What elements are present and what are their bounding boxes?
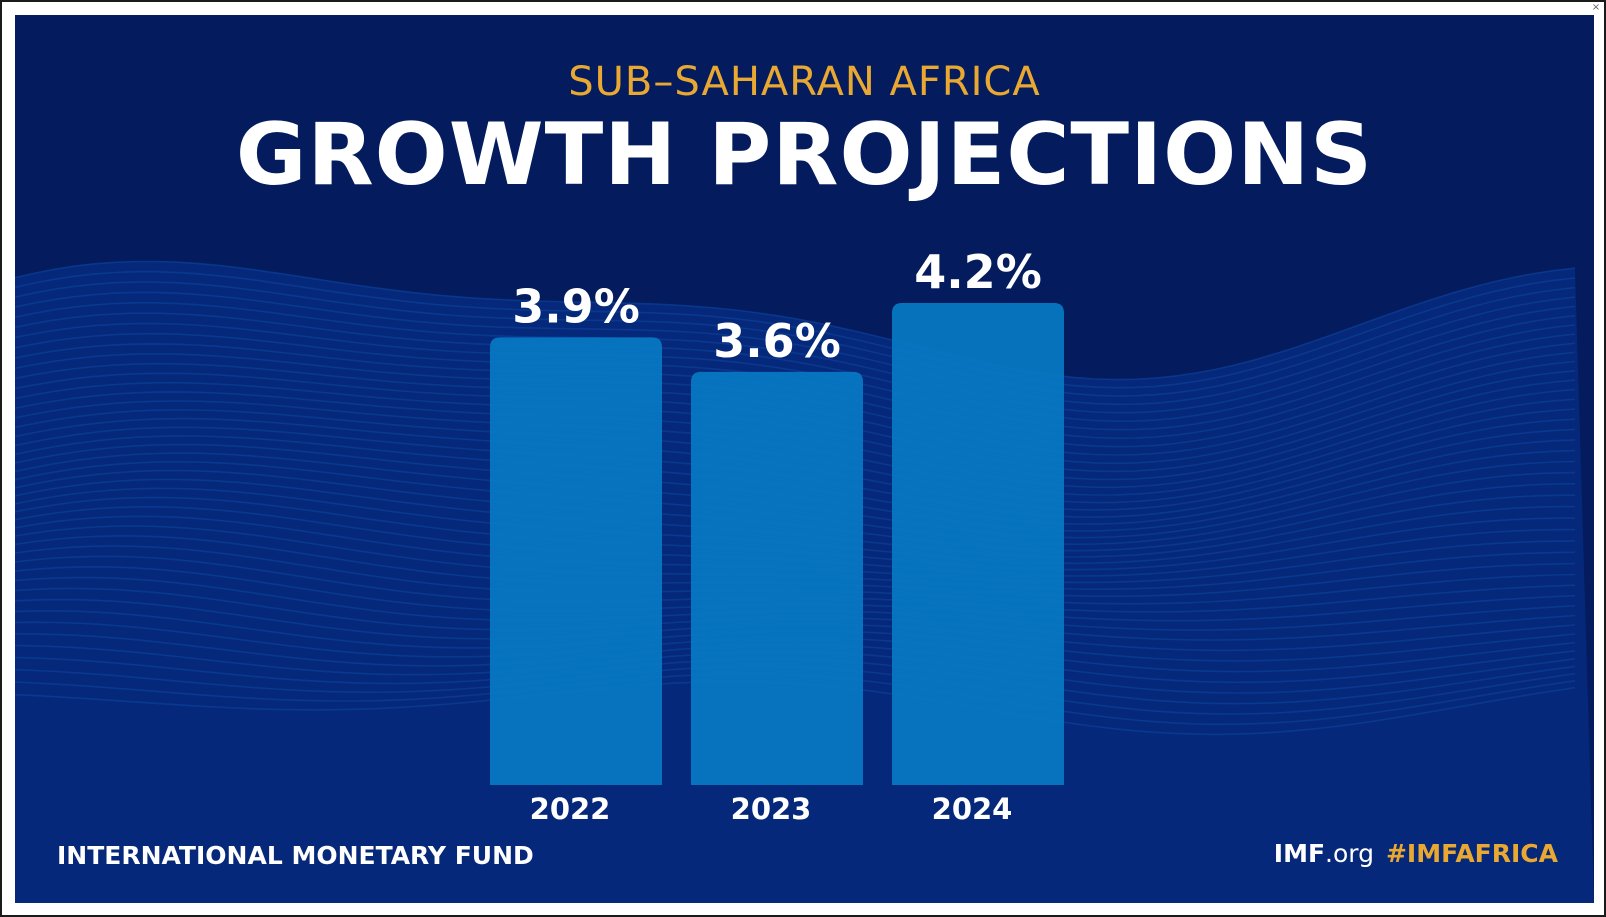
bar-2023 — [691, 371, 863, 785]
wave-line — [15, 260, 1576, 381]
org-name: INTERNATIONAL MONETARY FUND — [57, 841, 534, 870]
bar-chart: 3.9% 2022 3.6% 2023 4.2% 2024 — [490, 245, 1064, 826]
footer-links: IMF.org #IMFAFRICA — [1274, 839, 1558, 868]
category-label-2024: 2024 — [932, 792, 1013, 826]
chart-title: GROWTH PROJECTIONS — [235, 105, 1374, 205]
bar-2022 — [490, 337, 662, 785]
site-name: IMF — [1273, 839, 1326, 868]
value-label-2024: 4.2% — [914, 245, 1042, 299]
wave-line — [15, 302, 1576, 414]
category-label-2022: 2022 — [530, 792, 611, 826]
wave-line — [15, 322, 1576, 431]
category-label-2023: 2023 — [731, 792, 812, 826]
value-label-2022: 3.9% — [512, 279, 640, 333]
wave-line — [15, 312, 1576, 423]
bar-2024 — [892, 303, 1064, 785]
wave-line — [15, 270, 1576, 389]
infographic-panel: SUB–SAHARAN AFRICA GROWTH PROJECTIONS 3.… — [15, 15, 1594, 903]
hashtag: #IMFAFRICA — [1385, 839, 1558, 868]
chart-subtitle: SUB–SAHARAN AFRICA — [568, 59, 1041, 105]
wave-line — [15, 291, 1576, 406]
close-icon[interactable]: × — [1591, 2, 1601, 13]
site-domain: .org — [1325, 839, 1374, 868]
value-label-2023: 3.6% — [713, 314, 841, 368]
wave-line — [15, 281, 1576, 397]
